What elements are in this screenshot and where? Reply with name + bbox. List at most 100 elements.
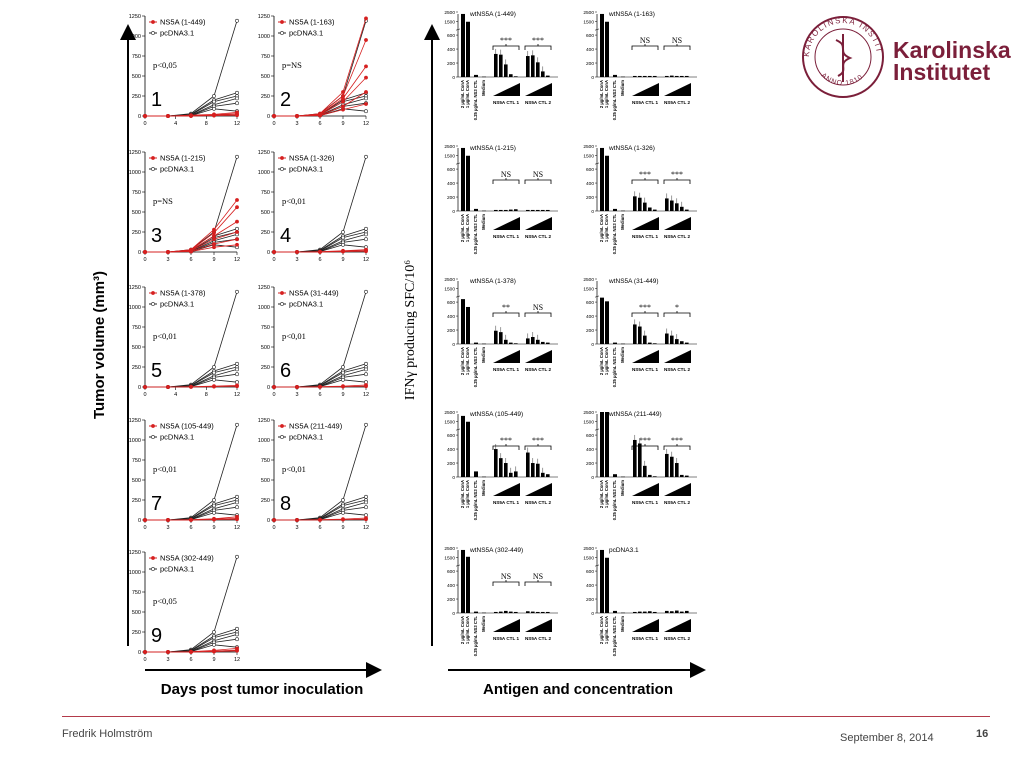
antigen-bar <box>546 209 550 211</box>
antigen-bar <box>638 75 642 77</box>
concentration-triangle <box>525 83 552 96</box>
x-tick-label: 6 <box>189 657 192 663</box>
p-value-label: p=NS <box>153 196 173 206</box>
treated-point <box>212 517 216 522</box>
antigen-bar <box>685 475 689 477</box>
y-tick-label: 1500 <box>444 420 455 426</box>
significance-bracket <box>663 44 691 50</box>
y-tick-label: 1250 <box>258 150 270 156</box>
concentration-triangle <box>632 83 659 96</box>
y-tick-label: 0 <box>267 518 270 524</box>
treated-point <box>341 107 345 112</box>
panel-number: 4 <box>280 225 291 247</box>
elispot-chart-5: wtNS5A (1-378) 0 200 400 600 1500 2500 NS5A CTL… <box>444 277 558 387</box>
group-label: NS5A CTL 2 <box>664 100 690 105</box>
control-point <box>235 226 239 231</box>
control-point <box>364 96 368 101</box>
category-label: 2 µg/mL ConA <box>460 480 465 508</box>
x-tick-label: 9 <box>212 657 215 663</box>
significance-label: *** <box>532 36 544 45</box>
control-point <box>235 101 239 106</box>
antigen-bar <box>531 55 535 77</box>
antigen-bar <box>509 342 513 344</box>
significance-bracket <box>524 44 552 50</box>
significance-bracket <box>631 311 659 317</box>
treated-point <box>235 198 239 202</box>
tumor-chart-3: 0 250 500 750 1000 1250 0 3 6 9 12 NS5A (1-215) pcDN… <box>129 150 240 263</box>
control-bar <box>482 76 486 78</box>
y-tick-label: 400 <box>586 447 594 453</box>
category-label: 2 µg/mL ConA <box>460 347 465 375</box>
antigen-bar <box>648 611 652 613</box>
significance-label: * <box>675 303 679 312</box>
control-bar <box>600 412 604 477</box>
y-tick-label: 1250 <box>129 418 141 424</box>
control-point <box>235 505 239 510</box>
antigen-bar <box>638 443 642 477</box>
significance-label: *** <box>671 436 683 445</box>
control-point <box>364 109 368 114</box>
legend-label: pcDNA3.1 <box>160 300 194 309</box>
control-bar <box>466 556 470 613</box>
y-tick-label: 0 <box>452 611 455 617</box>
significance-bracket <box>492 580 520 586</box>
y-tick-label: 750 <box>132 458 141 464</box>
control-point <box>235 96 239 101</box>
control-point <box>212 365 216 369</box>
antigen-bar <box>514 611 518 613</box>
antigen-bar <box>504 339 508 344</box>
chart-title: wtNS5A (1-449) <box>469 11 516 18</box>
control-point <box>212 503 216 508</box>
x-tick-label: 0 <box>272 525 275 531</box>
control-point <box>364 372 368 377</box>
antigen-bar <box>494 449 498 477</box>
elispot-chart-7: wtNS5A (105-449) 0 200 400 600 1500 2500 NS5A C… <box>444 410 558 520</box>
y-tick-label: 2500 <box>583 144 594 150</box>
y-tick-label: 200 <box>586 328 594 334</box>
significance-label: ** <box>502 303 510 312</box>
y-tick-label: 600 <box>447 300 455 306</box>
control-bar <box>466 421 470 477</box>
treated-point <box>189 385 193 389</box>
control-bar <box>482 343 486 345</box>
antigen-bar <box>643 202 647 211</box>
elispot-chart-3: wtNS5A (1-215) 0 200 400 600 1500 2500 NS5A CTL… <box>444 144 558 254</box>
logo-name-line2: Institutet <box>893 59 990 85</box>
treated-point <box>295 114 299 118</box>
panel-number: 7 <box>151 493 162 515</box>
group-label: NS5A CTL 1 <box>493 636 519 641</box>
treated-point <box>212 234 216 238</box>
legend-marker <box>151 424 155 428</box>
antigen-bar <box>504 463 508 477</box>
y-tick-label: 200 <box>447 195 455 201</box>
treated-point <box>212 227 216 232</box>
axis-break <box>455 428 461 431</box>
legend-label: pcDNA3.1 <box>289 29 323 38</box>
significance-label: *** <box>671 170 683 179</box>
control-point <box>235 154 239 159</box>
y-tick-label: 400 <box>447 181 455 187</box>
concentration-triangle <box>632 619 659 632</box>
antigen-bar <box>675 463 679 477</box>
category-label: 0.25 µg/mL NS3 CTL <box>612 214 617 255</box>
treated-point <box>235 205 239 210</box>
legend-marker <box>151 556 155 560</box>
x-tick-label: 0 <box>143 257 146 263</box>
antigen-bar <box>643 611 647 613</box>
significance-label: *** <box>639 436 651 445</box>
antigen-bar <box>526 56 530 77</box>
antigen-bar <box>633 611 637 613</box>
category-label: 0.25 µg/mL NS3 CTL <box>612 480 617 521</box>
y-tick-label: 0 <box>452 209 455 215</box>
x-tick-label: 9 <box>341 525 344 531</box>
treated-point <box>295 518 299 522</box>
treated-point <box>364 90 368 94</box>
elispot-chart-9: wtNS5A (302-449) 0 200 400 600 1500 2500 NS5A C… <box>444 546 558 656</box>
antigen-bar <box>680 206 684 211</box>
antigen-bar <box>494 209 498 211</box>
antigen-bar <box>536 463 540 477</box>
panel-number: 2 <box>280 89 291 111</box>
chart-title: wtNS5A (1-378) <box>469 278 516 285</box>
control-bar <box>466 155 470 211</box>
category-label: Medium <box>620 80 625 96</box>
